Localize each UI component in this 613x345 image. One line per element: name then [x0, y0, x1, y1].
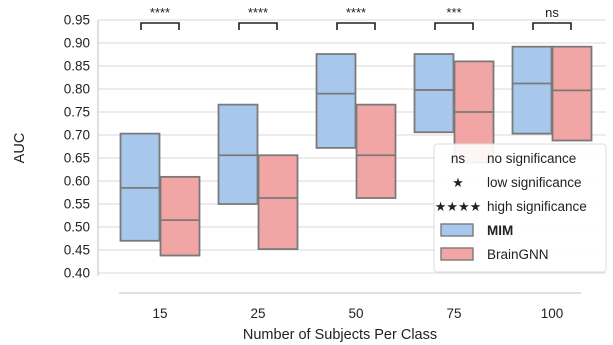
significance-annotations: **** **** **** *** ns: [140, 5, 572, 30]
significance-bracket: [532, 22, 572, 30]
x-tick-label: 75: [446, 306, 461, 321]
legend-symbol: ★: [452, 175, 464, 190]
significance-label: ns: [545, 5, 559, 20]
significance-label: ****: [150, 5, 170, 20]
legend-label: high significance: [487, 199, 587, 214]
y-tick-labels: 0.40 0.45 0.50 0.55 0.60 0.65 0.70 0.75 0.80 0.85…: [64, 13, 90, 281]
legend: ns no significance ★ low significance ★★★★ hi…: [433, 143, 607, 273]
legend-label: no significance: [487, 151, 576, 166]
significance-label: ****: [346, 5, 366, 20]
y-tick-label: 0.60: [64, 174, 90, 189]
x-tick-label: 15: [152, 306, 167, 321]
significance-bracket: [336, 22, 376, 30]
y-tick-label: 0.90: [64, 36, 90, 51]
legend-label: low significance: [487, 175, 582, 190]
box-mim: [217, 103, 259, 205]
x-tick-label: 50: [348, 306, 363, 321]
y-axis-title: AUC: [12, 133, 28, 164]
box-mim: [511, 45, 553, 135]
y-tick-label: 0.65: [64, 151, 90, 166]
y-tick-label: 0.55: [64, 197, 90, 212]
box-braingnn: [257, 154, 299, 250]
y-tick-label: 0.80: [64, 82, 90, 97]
y-tick-label: 0.75: [64, 105, 90, 120]
box-braingnn: [551, 45, 593, 142]
legend-symbol: ★★★★: [435, 199, 482, 214]
y-tick-label: 0.95: [64, 13, 90, 28]
y-tick-label: 0.40: [64, 266, 90, 281]
y-tick-label: 0.70: [64, 128, 90, 143]
legend-symbol: ns: [451, 151, 466, 166]
y-tick-label: 0.50: [64, 220, 90, 235]
legend-label: MIM: [487, 223, 513, 238]
x-tick-label: 100: [541, 306, 564, 321]
legend-frame: [433, 143, 607, 273]
significance-label: ****: [248, 5, 268, 20]
series-mim: [119, 45, 553, 242]
x-axis-title: Number of Subjects Per Class: [243, 327, 437, 343]
box-braingnn: [355, 103, 397, 199]
significance-bracket: [434, 22, 474, 30]
box-mim: [315, 53, 357, 149]
significance-bracket: [238, 22, 278, 30]
y-tick-label: 0.45: [64, 243, 90, 258]
significance-label: ***: [446, 5, 461, 20]
y-tick-label: 0.85: [64, 59, 90, 74]
x-tick-labels: 15 25 50 75 100: [152, 306, 563, 321]
axes: [97, 20, 581, 294]
box-braingnn: [159, 175, 201, 257]
significance-bracket: [140, 22, 180, 30]
box-series: [119, 45, 593, 257]
legend-patch: [440, 223, 474, 237]
x-tick-label: 25: [250, 306, 265, 321]
legend-label: BrainGNN: [487, 247, 549, 262]
legend-patch: [440, 247, 474, 261]
box-mim: [413, 53, 455, 134]
